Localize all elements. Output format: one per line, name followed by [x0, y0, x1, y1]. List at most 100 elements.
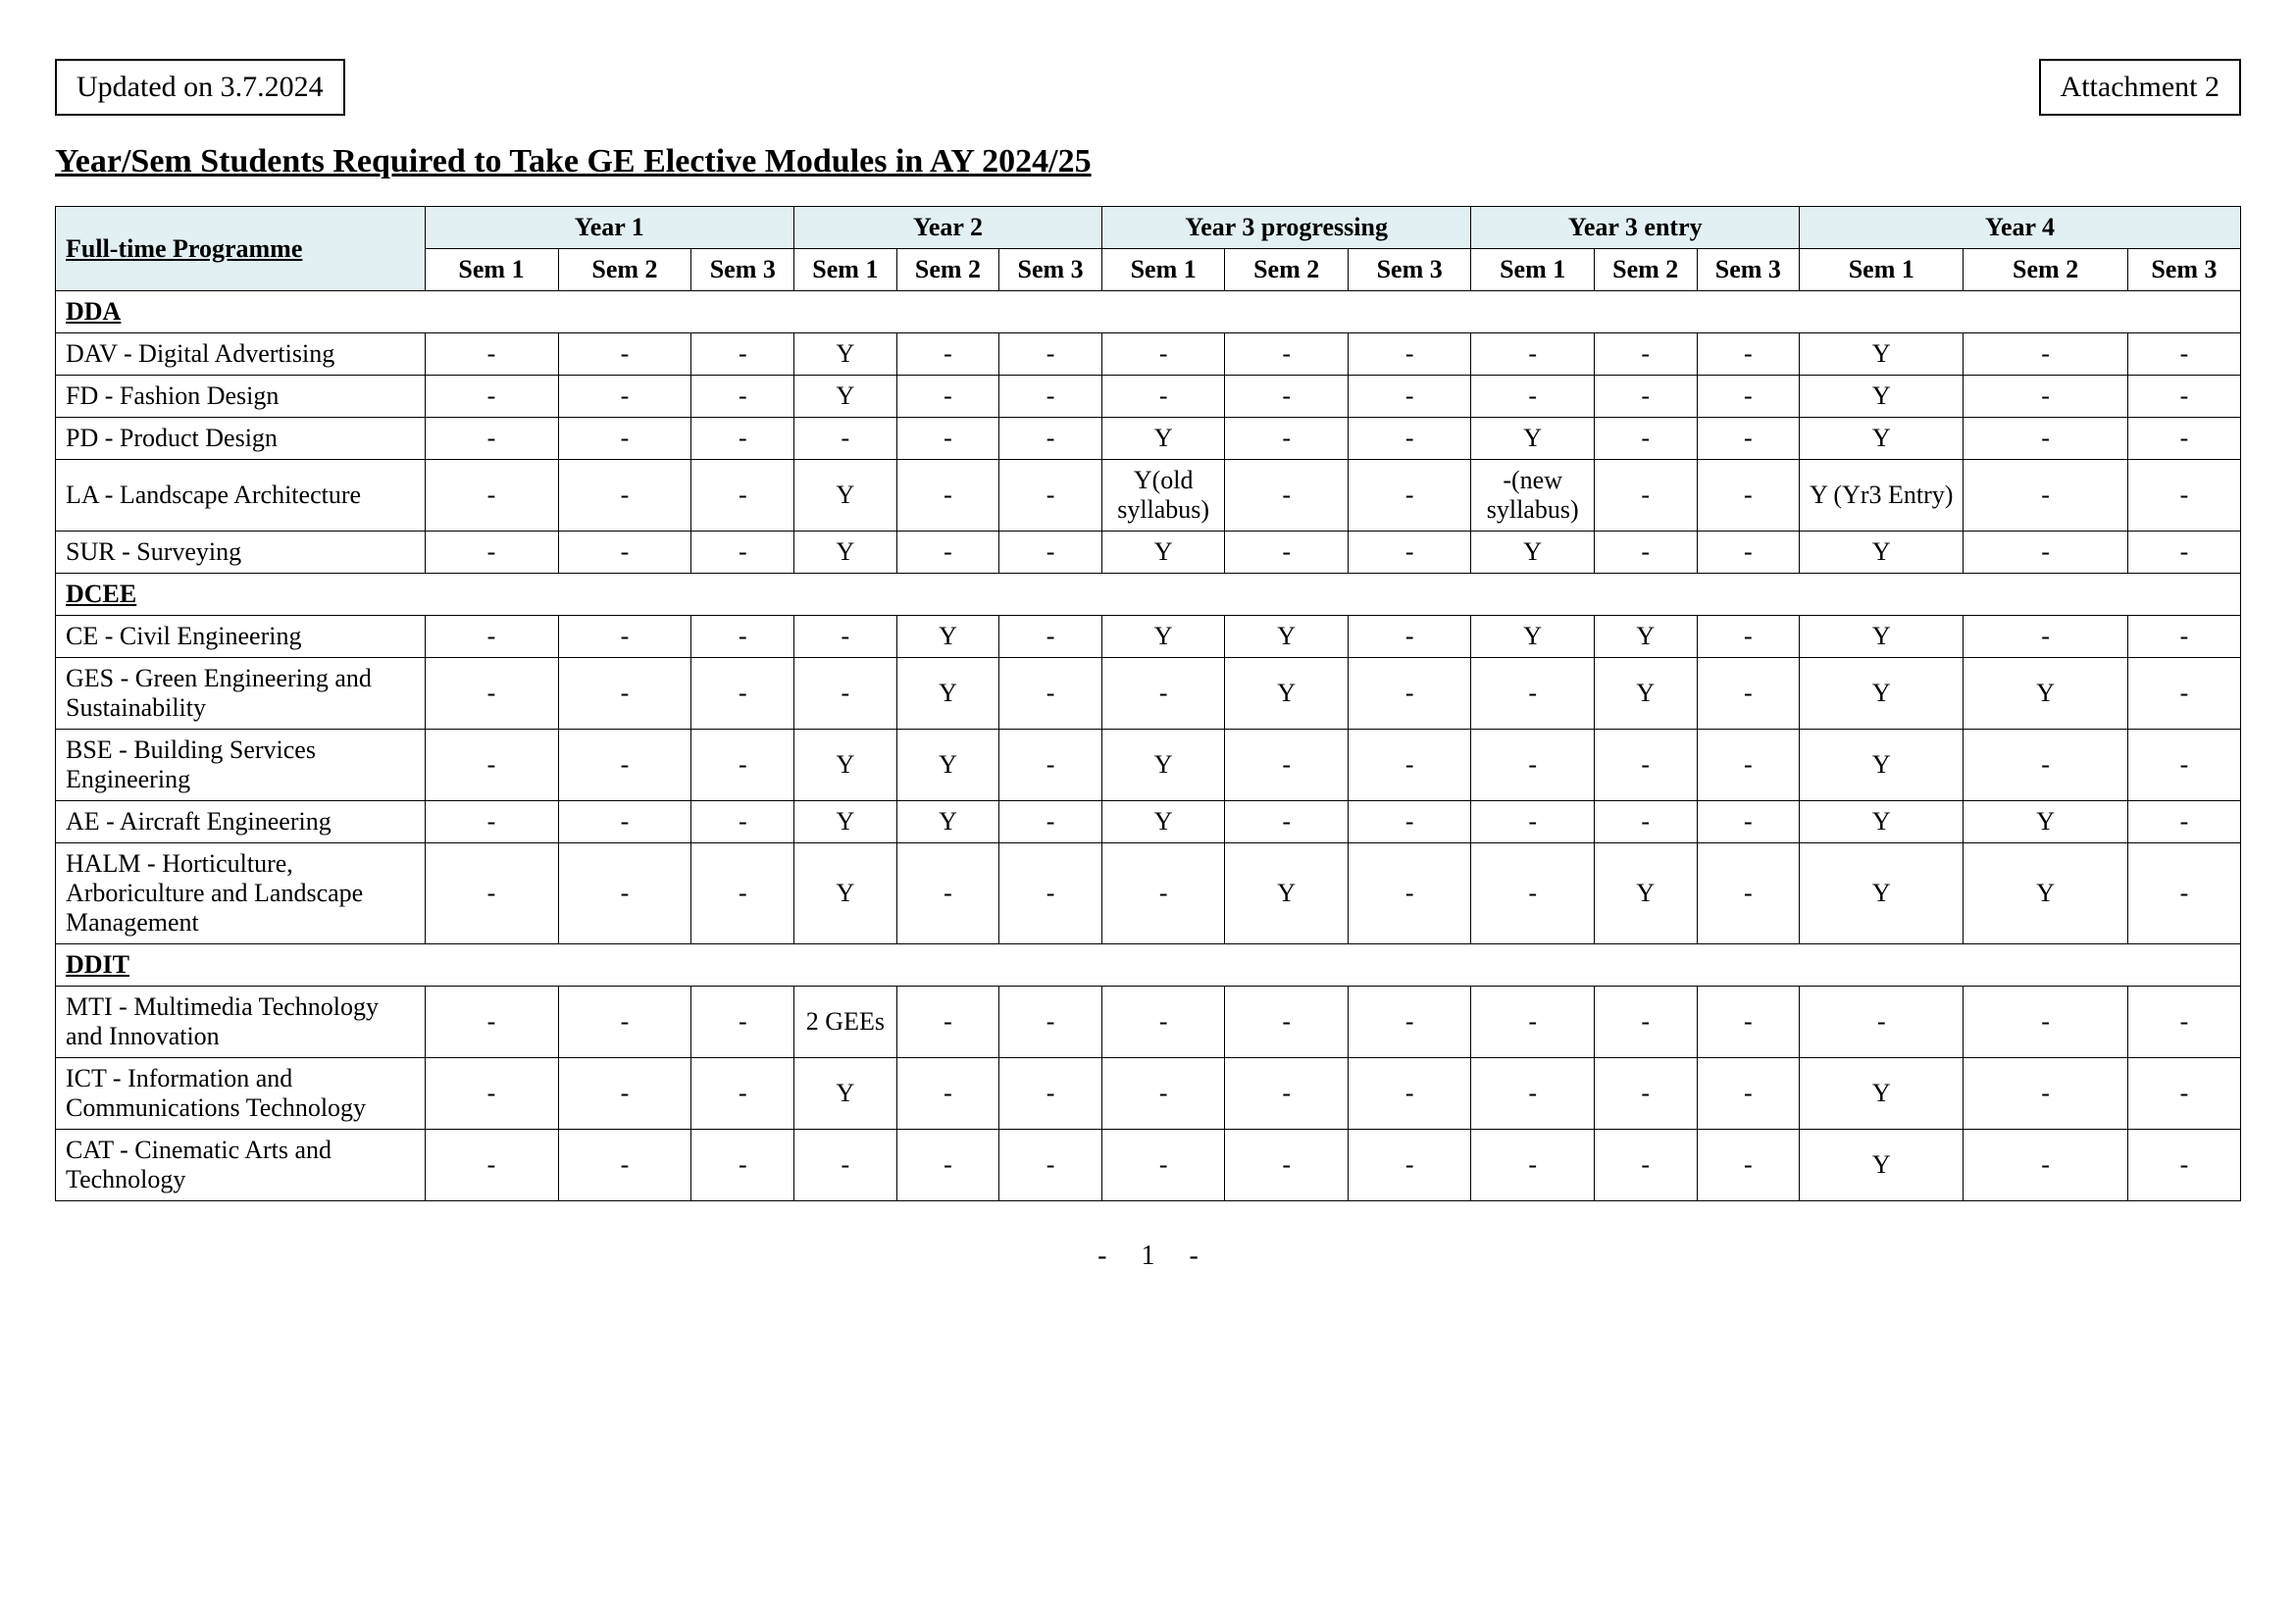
value-cell: - — [691, 1058, 794, 1130]
value-cell: - — [999, 1130, 1102, 1201]
value-cell: - — [1964, 987, 2127, 1058]
value-cell: - — [691, 376, 794, 418]
sem-header: Sem 2 — [1594, 249, 1697, 291]
value-cell: - — [1697, 333, 1800, 376]
value-cell: Y — [1471, 532, 1595, 574]
programme-cell: SUR - Surveying — [56, 532, 426, 574]
value-cell: - — [558, 987, 691, 1058]
dept-cell: DDIT — [56, 944, 2241, 987]
value-cell: Y — [1800, 616, 1964, 658]
value-cell: - — [1101, 658, 1225, 730]
value-cell: - — [1225, 1130, 1349, 1201]
value-cell: - — [1697, 616, 1800, 658]
value-cell: - — [558, 1058, 691, 1130]
value-cell: Y — [1101, 532, 1225, 574]
value-cell: - — [2127, 801, 2240, 843]
value-cell: - — [999, 616, 1102, 658]
value-cell: - — [2127, 730, 2240, 801]
value-cell: - — [1471, 987, 1595, 1058]
value-cell: Y — [1800, 376, 1964, 418]
page: Updated on 3.7.2024 Attachment 2 Year/Se… — [0, 0, 2296, 1623]
value-cell: Y — [794, 460, 897, 532]
table-row: GES - Green Engineering and Sustainabili… — [56, 658, 2241, 730]
value-cell: - — [1697, 418, 1800, 460]
value-cell: - — [1594, 801, 1697, 843]
value-cell: - — [558, 333, 691, 376]
programme-cell: AE - Aircraft Engineering — [56, 801, 426, 843]
value-cell: - — [1348, 1058, 1471, 1130]
table-row: ICT - Information and Communications Tec… — [56, 1058, 2241, 1130]
programme-cell: CE - Civil Engineering — [56, 616, 426, 658]
table-row: HALM - Horticulture, Arboriculture and L… — [56, 843, 2241, 944]
table-row: FD - Fashion Design---Y--------Y-- — [56, 376, 2241, 418]
value-cell: Y — [1800, 658, 1964, 730]
value-cell: Y — [1800, 801, 1964, 843]
page-number: 1 — [1142, 1241, 1155, 1271]
value-cell: - — [1348, 658, 1471, 730]
value-cell: Y — [1964, 843, 2127, 944]
value-cell: Y — [896, 616, 999, 658]
value-cell: - — [1348, 801, 1471, 843]
programme-cell: PD - Product Design — [56, 418, 426, 460]
dept-cell: DDA — [56, 291, 2241, 333]
value-cell: Y — [1800, 532, 1964, 574]
value-cell: - — [1697, 843, 1800, 944]
value-cell: Y — [1101, 418, 1225, 460]
value-cell: Y — [1101, 730, 1225, 801]
value-cell: - — [691, 801, 794, 843]
value-cell: - — [1101, 987, 1225, 1058]
programme-cell: CAT - Cinematic Arts and Technology — [56, 1130, 426, 1201]
value-cell: Y — [896, 801, 999, 843]
sem-header: Sem 1 — [1101, 249, 1225, 291]
value-cell: Y — [1594, 616, 1697, 658]
value-cell: - — [1964, 730, 2127, 801]
value-cell: Y — [1800, 730, 1964, 801]
value-cell: - — [1225, 418, 1349, 460]
value-cell: - — [999, 843, 1102, 944]
value-cell: - — [896, 333, 999, 376]
value-cell: Y — [1800, 843, 1964, 944]
value-cell: Y (Yr3 Entry) — [1800, 460, 1964, 532]
value-cell: - — [1697, 730, 1800, 801]
value-cell: - — [558, 843, 691, 944]
value-cell: - — [1348, 730, 1471, 801]
value-cell: - — [1964, 1130, 2127, 1201]
value-cell: - — [794, 616, 897, 658]
value-cell: - — [794, 658, 897, 730]
value-cell: - — [2127, 843, 2240, 944]
value-cell: - — [1101, 843, 1225, 944]
value-cell: - — [1471, 843, 1595, 944]
programme-cell: DAV - Digital Advertising — [56, 333, 426, 376]
year-header: Year 1 — [425, 207, 794, 249]
sem-header: Sem 2 — [558, 249, 691, 291]
value-cell: - — [1594, 987, 1697, 1058]
footer-dash: - — [1190, 1241, 1199, 1271]
value-cell: - — [1964, 460, 2127, 532]
value-cell: - — [2127, 1058, 2240, 1130]
value-cell: - — [1594, 730, 1697, 801]
value-cell: Y — [1471, 616, 1595, 658]
dept-row: DDA — [56, 291, 2241, 333]
programme-cell: LA - Landscape Architecture — [56, 460, 426, 532]
value-cell: - — [1471, 1058, 1595, 1130]
value-cell: - — [1964, 532, 2127, 574]
footer-dash: - — [1097, 1241, 1106, 1271]
value-cell: - — [558, 376, 691, 418]
value-cell: - — [1471, 730, 1595, 801]
value-cell: - — [1225, 1058, 1349, 1130]
year-header: Year 2 — [794, 207, 1102, 249]
value-cell: - — [2127, 333, 2240, 376]
value-cell: Y — [1101, 616, 1225, 658]
sem-header: Sem 3 — [691, 249, 794, 291]
value-cell: - — [1348, 418, 1471, 460]
table-head: Full-time Programme Year 1 Year 2 Year 3… — [56, 207, 2241, 291]
value-cell: Y — [896, 658, 999, 730]
value-cell: Y — [1594, 658, 1697, 730]
value-cell: - — [691, 418, 794, 460]
table-row: PD - Product Design------Y--Y--Y-- — [56, 418, 2241, 460]
value-cell: - — [425, 987, 558, 1058]
value-cell: - — [1594, 532, 1697, 574]
value-cell: Y — [1800, 333, 1964, 376]
value-cell: - — [1594, 333, 1697, 376]
page-title: Year/Sem Students Required to Take GE El… — [55, 143, 2241, 180]
